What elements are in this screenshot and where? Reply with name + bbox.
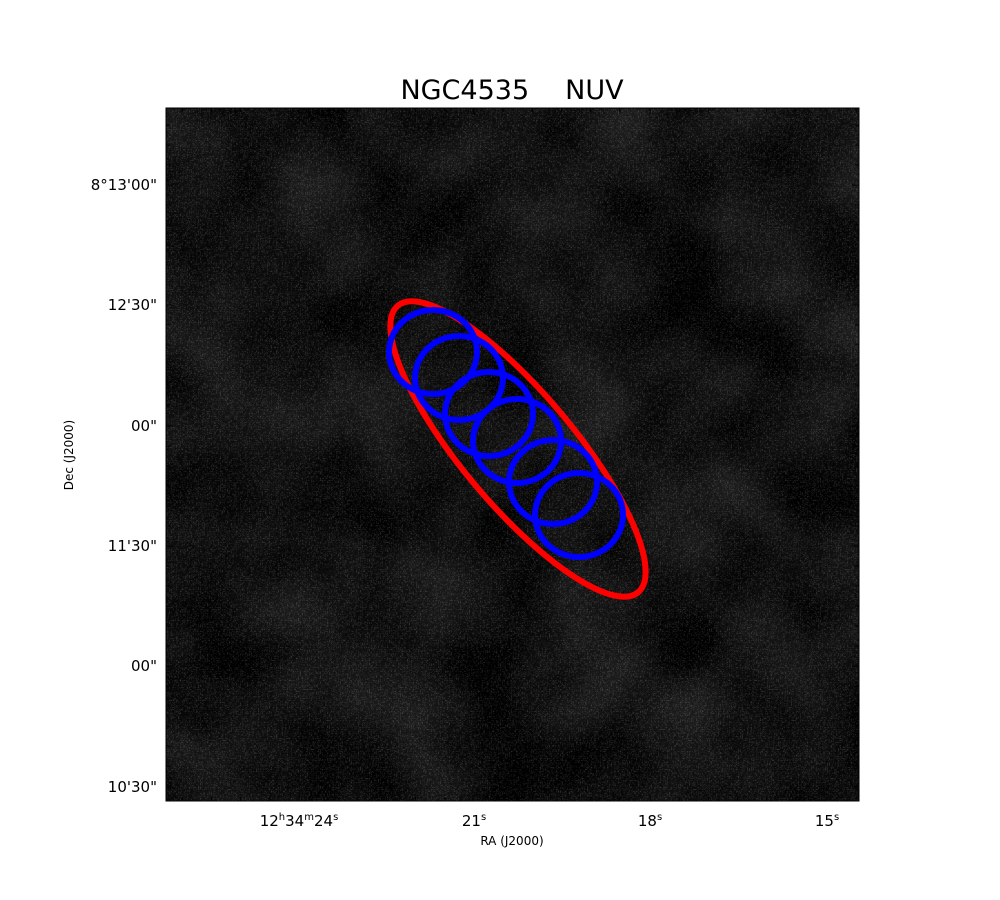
aperture-circle-3 bbox=[442, 369, 536, 459]
y-tick-label: 10'30" bbox=[108, 778, 157, 796]
ultraviolet-image bbox=[166, 108, 859, 801]
aperture-group bbox=[386, 307, 626, 560]
plot-frame bbox=[165, 107, 860, 802]
x-tick-label: 15s bbox=[815, 812, 839, 830]
y-tick-label: 11'30" bbox=[108, 537, 157, 555]
overlay-layer bbox=[386, 298, 649, 600]
image-panel bbox=[166, 108, 859, 801]
y-tick-label: 00" bbox=[131, 657, 157, 675]
aperture-circle-5 bbox=[506, 437, 600, 527]
y-axis-label: Dec (J2000) bbox=[62, 420, 76, 490]
y-tick-labels: 8°13'00" 12'30" 00" 11'30" 00" 10'30" bbox=[91, 176, 157, 796]
x-tick-label: 12h34m24s bbox=[260, 812, 339, 830]
axis-ticks bbox=[166, 108, 859, 801]
y-tick-label: 00" bbox=[131, 417, 157, 435]
aperture-circle-2 bbox=[412, 333, 506, 423]
figure-title: NGC4535 NUV bbox=[400, 75, 624, 106]
y-tick-label: 12'30" bbox=[108, 296, 157, 314]
aperture-circle-1 bbox=[386, 307, 480, 397]
galaxy-ellipse bbox=[387, 298, 649, 600]
x-tick-labels: 12h34m24s 21s 18s 15s bbox=[260, 812, 839, 830]
x-tick-label: 18s bbox=[638, 812, 662, 830]
aperture-circle-6 bbox=[532, 470, 626, 560]
x-tick-label: 21s bbox=[462, 812, 486, 830]
y-tick-label: 8°13'00" bbox=[91, 176, 157, 194]
x-axis-label: RA (J2000) bbox=[480, 834, 543, 848]
